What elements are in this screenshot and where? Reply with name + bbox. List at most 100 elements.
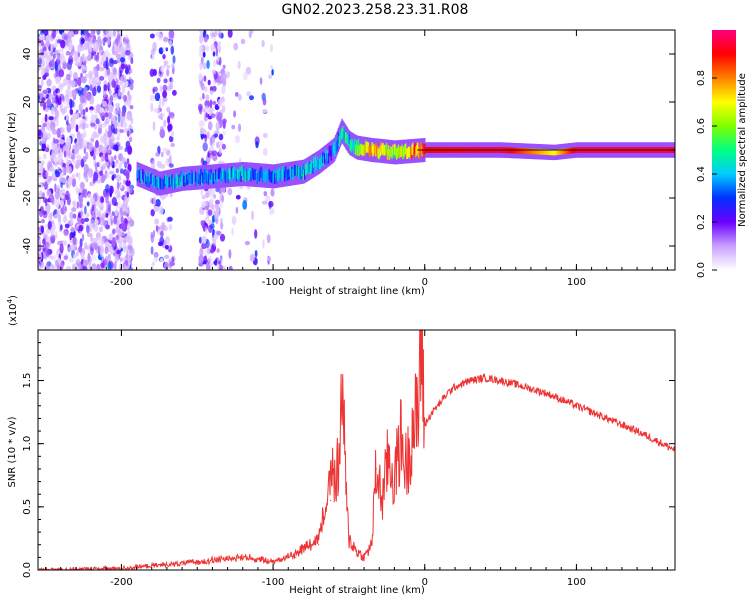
spectrogram-speckle (166, 64, 171, 70)
spectrogram-speckle (123, 119, 127, 129)
spectrogram-speckle (121, 202, 127, 211)
spectrogram-speckle (70, 226, 75, 233)
spectrogram-speckle (227, 187, 233, 196)
spectrogram-speckle (200, 220, 205, 226)
snr-point (387, 455, 389, 457)
spectrogram-speckle (127, 145, 133, 155)
spectrogram-speckle (69, 52, 74, 57)
spectrogram-speckle (45, 64, 50, 74)
spectrogram-speckle (240, 38, 246, 45)
spectrogram-speckle (109, 170, 115, 175)
spectrogram-speckle (243, 72, 248, 81)
spectrogram-speckle (105, 212, 109, 218)
spectrogram-speckle (109, 88, 112, 96)
spectrogram-speckle (65, 120, 69, 126)
spectrogram-speckle (201, 242, 207, 250)
spectrogram-speckle (104, 160, 109, 167)
spectrogram-speckle (231, 227, 234, 236)
spectrogram-speckle (65, 89, 70, 95)
spectrogram-speckle (50, 234, 56, 244)
snr-point (431, 411, 433, 413)
spectrogram-speckle (62, 162, 66, 168)
spectrogram-speckle (49, 154, 55, 161)
spectrogram-speckle (242, 200, 248, 210)
spectrogram-speckle (207, 256, 213, 263)
spectrogram-speckle (72, 160, 77, 165)
spectrogram-speckle (201, 235, 207, 244)
spectrogram-speckle (117, 228, 123, 238)
spectrogram-speckle (206, 131, 210, 140)
spectrogram-speckle (259, 77, 263, 85)
spectrogram-speckle (160, 64, 166, 70)
spectrogram-speckle (65, 190, 70, 201)
spectrogram-speckle (85, 107, 89, 113)
spectrogram-speckle (55, 198, 60, 209)
spectrogram-speckle (92, 177, 96, 184)
x-tick-label: -100 (262, 577, 285, 588)
spectrogram-speckle (202, 51, 206, 58)
spectrogram-speckle (57, 264, 60, 270)
spectrogram-speckle (129, 113, 133, 121)
spectrogram-speckle (53, 214, 59, 219)
spectrogram-speckle (262, 98, 267, 106)
spectrogram-speckle (254, 250, 258, 258)
spectrogram-speckle (125, 170, 130, 180)
snr-point (355, 550, 358, 552)
spectrogram-speckle (79, 94, 85, 104)
spectrogram-speckle (39, 101, 44, 107)
spectrogram-speckle (163, 36, 169, 43)
spectrogram-speckle (62, 61, 67, 70)
spectrogram-speckle (261, 200, 268, 205)
spectrogram-speckle (222, 118, 227, 124)
spectrogram-speckle (58, 156, 64, 163)
snr-x-label: Height of straight line (km) (289, 585, 425, 596)
spectrogram-speckle (75, 251, 79, 257)
spectrogram-speckle (153, 257, 159, 262)
spectrogram-speckle (164, 245, 169, 250)
spectrogram-speckle (117, 131, 121, 137)
spectrogram-speckle (160, 230, 164, 238)
spectrogram-speckle (169, 261, 175, 267)
spectrogram-speckle (83, 130, 87, 138)
spectrogram-speckle (51, 31, 56, 39)
spectrogram-speckle (213, 194, 217, 199)
spectrogram-speckle (114, 144, 119, 152)
spectrogram-speckle (130, 57, 134, 64)
spectrogram-speckle (44, 113, 48, 123)
spectrogram-speckle (86, 201, 90, 207)
spectrogram-speckle (123, 94, 127, 102)
spectrogram-speckle (82, 139, 88, 149)
spectrogram-speckle (129, 83, 134, 91)
spectrogram-speckle (72, 200, 77, 207)
spectrogram-speckle (231, 124, 236, 130)
spectrogram-speckle (233, 42, 239, 51)
spectrogram-speckle (41, 219, 45, 224)
spectrogram-speckle (38, 129, 42, 136)
spectrogram-speckle (55, 76, 61, 85)
spectrogram-speckle (61, 108, 66, 115)
spectrogram-speckle (105, 49, 109, 58)
spectrogram-speckle (111, 211, 116, 217)
spectrogram-speckle (154, 92, 161, 102)
spectrogram-speckle (205, 157, 210, 163)
spectrogram-speckle (154, 218, 160, 225)
spectrogram-speckle (235, 92, 239, 97)
spectrogram-speckle (227, 30, 233, 38)
spectrogram-speckle (104, 246, 109, 255)
spectrogram-speckle (209, 155, 213, 161)
spectrogram-speckle (104, 153, 109, 163)
spectrogram-speckle (205, 112, 208, 118)
spectrogram-speckle (100, 173, 106, 184)
spectrogram-speckle (77, 44, 82, 54)
spectrogram-speckle (109, 58, 114, 64)
spectrogram-speckle (199, 30, 204, 34)
spectrogram-speckle (249, 95, 254, 101)
spectrogram-speckle (46, 189, 51, 196)
x-tick-label: 100 (567, 577, 586, 588)
spectrogram-speckle (212, 214, 215, 224)
spectrogram-speckle (204, 35, 208, 43)
spectrogram-speckle (254, 229, 258, 239)
spectrogram-speckle (128, 94, 132, 102)
spectrogram-speckle (72, 236, 76, 246)
spectrogram-speckle (121, 84, 126, 94)
